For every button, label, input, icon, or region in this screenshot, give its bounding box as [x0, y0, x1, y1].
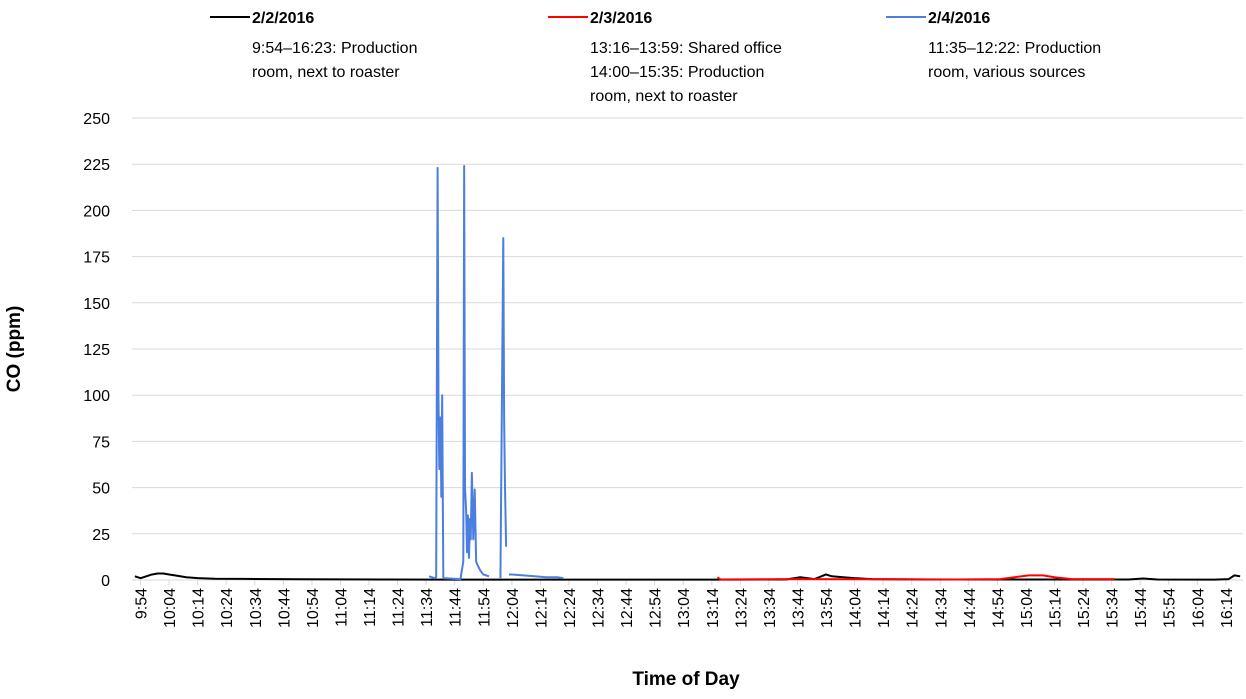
legend-note: 11:35–12:22: Production: [928, 40, 1101, 57]
x-tick-label: 12:44: [619, 588, 636, 628]
x-tick-label: 15:34: [1105, 588, 1122, 628]
x-tick-label: 11:54: [476, 588, 493, 627]
y-tick-label: 175: [83, 250, 110, 267]
x-tick-label: 13:14: [705, 588, 722, 628]
x-tick-label: 15:54: [1162, 588, 1179, 628]
x-tick-label: 14:54: [990, 588, 1007, 628]
x-tick-label: 15:04: [1019, 588, 1036, 628]
legend-note: room, next to roaster: [252, 64, 400, 81]
x-tick-label: 13:54: [819, 588, 836, 628]
x-tick-label: 11:14: [362, 588, 379, 627]
y-tick-label: 75: [92, 434, 110, 451]
legend-note: room, various sources: [928, 64, 1085, 81]
legend-label: 2/3/2016: [590, 10, 652, 27]
legend-note: room, next to roaster: [590, 88, 738, 105]
x-tick-label: 10:44: [276, 588, 293, 628]
x-tick-label: 13:34: [762, 588, 779, 628]
x-tick-label: 16:14: [1219, 588, 1236, 628]
x-tick-label: 11:44: [448, 588, 465, 627]
x-tick-label: 14:04: [848, 588, 865, 628]
legend-label: 2/2/2016: [252, 10, 314, 27]
x-tick-label: 10:34: [248, 588, 265, 628]
x-tick-label: 10:04: [162, 588, 179, 628]
x-tick-label: 10:24: [219, 588, 236, 628]
x-tick-label: 13:24: [733, 588, 750, 628]
y-tick-label: 25: [92, 527, 110, 544]
y-axis-label: CO (ppm): [4, 306, 25, 393]
y-tick-label: 250: [83, 111, 110, 128]
x-tick-label: 13:04: [676, 588, 693, 628]
x-tick-label: 12:34: [591, 588, 608, 628]
y-tick-label: 125: [83, 342, 110, 359]
y-tick-label: 150: [83, 296, 110, 313]
y-tick-label: 200: [83, 203, 110, 220]
x-tick-label: 15:44: [1133, 588, 1150, 628]
y-tick-label: 100: [83, 388, 110, 405]
y-tick-label: 0: [101, 573, 110, 590]
x-tick-label: 12:24: [562, 588, 579, 628]
x-tick-label: 15:14: [1048, 588, 1065, 628]
x-tick-label: 9:54: [134, 588, 151, 619]
x-tick-label: 15:24: [1076, 588, 1093, 628]
x-tick-label: 12:14: [533, 588, 550, 628]
x-tick-label: 13:44: [790, 588, 807, 628]
x-tick-label: 12:04: [505, 588, 522, 628]
x-tick-label: 12:54: [648, 588, 665, 628]
x-tick-label: 14:14: [876, 588, 893, 628]
legend-note: 14:00–15:35: Production: [590, 64, 764, 81]
x-tick-label: 14:34: [933, 588, 950, 628]
x-tick-label: 11:34: [419, 588, 436, 627]
y-tick-label: 225: [83, 157, 110, 174]
x-tick-label: 11:24: [391, 588, 408, 627]
x-tick-label: 16:04: [1190, 588, 1207, 628]
legend-note: 9:54–16:23: Production: [252, 40, 417, 57]
x-tick-label: 10:14: [191, 588, 208, 628]
x-tick-label: 11:04: [333, 588, 350, 627]
legend-label: 2/4/2016: [928, 10, 990, 27]
series-line: [428, 165, 564, 581]
x-tick-label: 10:54: [305, 588, 322, 628]
y-tick-label: 50: [92, 481, 110, 498]
x-tick-label: 14:44: [962, 588, 979, 628]
series-line: [716, 574, 1115, 581]
legend-note: 13:16–13:59: Shared office: [590, 40, 782, 57]
x-tick-label: 14:24: [905, 588, 922, 628]
x-axis-label: Time of Day: [632, 669, 740, 690]
